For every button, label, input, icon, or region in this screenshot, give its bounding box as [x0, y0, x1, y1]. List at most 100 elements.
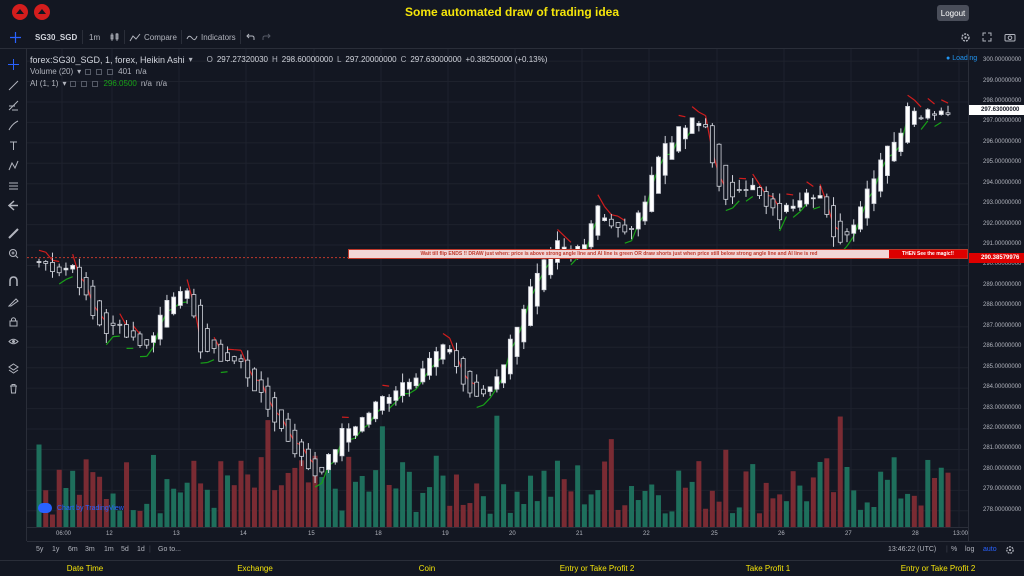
volume-bar [326, 465, 332, 527]
volume-bar [245, 474, 251, 527]
volume-bar [777, 494, 783, 527]
candle-body [635, 212, 641, 230]
log-scale-toggle[interactable]: log [965, 546, 975, 553]
volume-bar [709, 490, 715, 527]
volume-bar [548, 496, 554, 527]
candle-body [346, 428, 352, 443]
price-tick-label: 294.00000000 [983, 179, 1022, 186]
price-scale[interactable]: 300.00000000 299.00000000 298.00000000 297.… [968, 49, 1024, 541]
dropdown-icon[interactable]: ▾ [77, 67, 82, 76]
range-6m-button[interactable]: 6m [68, 546, 78, 553]
close-icon[interactable] [92, 81, 99, 87]
settings-gear-icon[interactable] [960, 29, 971, 45]
indicators-button[interactable]: Indicators [186, 29, 236, 45]
time-scale[interactable]: 06:00 12 13 14 15 18 19 20 21 22 25 26 27 28 13:00 [27, 527, 968, 541]
candle-body [50, 262, 55, 272]
trading-rule-annotation: Wait till flip ENDS !! DRAW just when: p… [348, 249, 968, 259]
volume-bar [857, 509, 863, 527]
chart-style-icon[interactable] [110, 29, 120, 45]
ai-line-segment [624, 240, 632, 244]
volume-bar [312, 455, 318, 527]
layers-icon[interactable] [7, 362, 20, 375]
dropdown-icon[interactable]: ▾ [62, 79, 67, 88]
price-chart[interactable] [27, 49, 968, 527]
goto-button[interactable]: Go to... [158, 546, 181, 553]
candle-body [144, 339, 150, 346]
candle-body [366, 412, 372, 425]
footer-entry-take-profit-2b: Entry or Take Profit 2 [900, 564, 976, 573]
volume-bar [878, 471, 884, 527]
crosshair-tool-icon[interactable] [10, 29, 21, 45]
trash-icon[interactable] [7, 382, 20, 395]
loading-label: Loading [952, 55, 978, 62]
candle-body [534, 272, 540, 307]
range-1y-button[interactable]: 1y [52, 546, 60, 553]
candle-body [137, 333, 143, 346]
time-tick-label: 14 [240, 531, 247, 537]
range-1m-button[interactable]: 1m [104, 546, 114, 553]
text-tool-icon[interactable] [7, 139, 20, 152]
candle-body [932, 113, 937, 116]
visibility-icon[interactable] [70, 81, 77, 87]
settings-icon[interactable] [96, 69, 103, 75]
auto-scale-toggle[interactable]: auto [983, 546, 997, 553]
eye-icon[interactable] [7, 335, 20, 348]
logout-button[interactable]: Logout [937, 5, 969, 21]
volume-bar [723, 449, 729, 527]
brush-icon[interactable] [7, 119, 20, 132]
time-tick-label: 20 [509, 531, 516, 537]
draw-mode-icon[interactable] [7, 295, 20, 308]
clock-display[interactable]: 13:46:22 (UTC) [888, 546, 937, 553]
volume-study-label[interactable]: Volume (20) [30, 67, 74, 76]
volume-bar [191, 460, 197, 527]
fib-tool-icon[interactable] [7, 99, 20, 112]
range-3m-button[interactable]: 3m [85, 546, 95, 553]
trend-line-icon[interactable] [7, 79, 20, 92]
lock-icon[interactable] [7, 315, 20, 328]
crosshair-icon[interactable] [7, 58, 20, 71]
dropdown-icon[interactable]: ▾ [188, 55, 193, 64]
fullscreen-icon[interactable] [982, 29, 992, 45]
price-tick-label: 287.00000000 [983, 322, 1022, 329]
visibility-icon[interactable] [85, 69, 92, 75]
range-5d-button[interactable]: 5d [121, 546, 129, 553]
candle-body [258, 379, 264, 393]
high-value: 298.60000000 [281, 55, 333, 64]
camera-icon[interactable] [1004, 29, 1016, 45]
volume-bar [198, 483, 204, 527]
undo-icon[interactable] [246, 29, 255, 45]
candle-body [83, 277, 89, 296]
settings-icon[interactable] [81, 81, 88, 87]
candle-body [770, 198, 776, 209]
symbol-search-button[interactable]: SG30_SGD [35, 32, 78, 42]
candle-body [157, 314, 163, 340]
ruler-icon[interactable] [7, 227, 20, 240]
volume-bar [837, 416, 843, 527]
price-tick-label: 289.00000000 [983, 281, 1022, 288]
tradingview-watermark[interactable]: Chart by TradingView [38, 503, 124, 513]
redo-icon[interactable] [262, 29, 271, 45]
legend-title[interactable]: forex:SG30_SGD, 1, forex, Heikin Ashi [30, 55, 185, 65]
back-arrow-icon[interactable] [7, 199, 20, 212]
compare-button[interactable]: Compare [129, 29, 177, 45]
percent-scale-toggle[interactable]: % [951, 546, 958, 553]
candle-body [245, 359, 251, 379]
ai-line-segment [52, 259, 60, 263]
ai-study-label[interactable]: AI (1, 1) [30, 79, 59, 88]
zoom-in-icon[interactable] [7, 247, 20, 260]
volume-bar [716, 501, 722, 527]
candle-body [211, 339, 217, 349]
prediction-icon[interactable] [7, 179, 20, 192]
range-1d-button[interactable]: 1d [137, 546, 145, 553]
page-title: Some automated draw of trading idea [404, 5, 620, 19]
drawing-toolbar [0, 49, 27, 541]
candle-body [723, 164, 729, 200]
candle-body [177, 291, 183, 306]
close-icon[interactable] [107, 69, 114, 75]
pattern-icon[interactable] [7, 159, 20, 172]
scale-settings-icon[interactable] [1005, 545, 1015, 557]
magnet-icon[interactable] [7, 275, 20, 288]
interval-button[interactable]: 1m [89, 32, 101, 42]
range-5y-button[interactable]: 5y [36, 546, 44, 553]
candle-body [292, 429, 298, 455]
